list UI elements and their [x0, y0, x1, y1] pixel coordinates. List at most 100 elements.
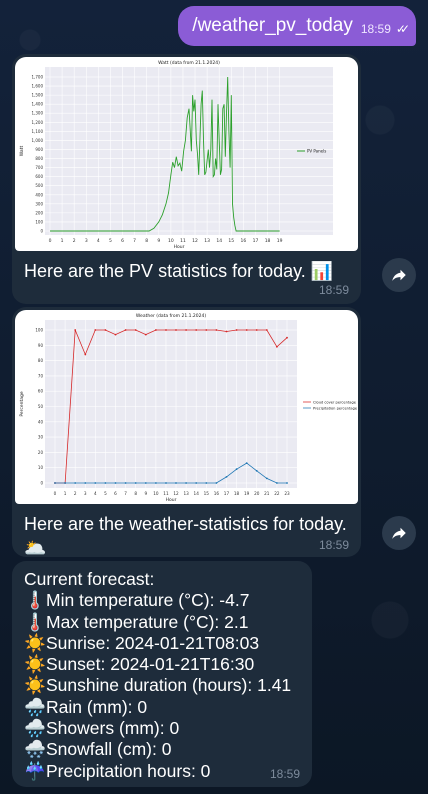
x-tick-label: 3 — [84, 491, 87, 496]
x-tick-label: 10 — [153, 491, 159, 496]
pv-chart: Watt (data from 21.1.2024)01002003004005… — [19, 60, 333, 250]
data-point — [155, 482, 157, 484]
x-tick-label: 1 — [64, 491, 67, 496]
x-tick-label: 19 — [244, 491, 250, 496]
x-tick-label: 12 — [192, 238, 198, 244]
data-point — [124, 482, 127, 484]
y-tick-label: 1,200 — [32, 120, 44, 125]
data-point — [175, 329, 177, 331]
y-tick-label: 900 — [35, 147, 43, 152]
pv-chart-image[interactable]: Watt (data from 21.1.2024) 0 100 200 300 400 5… — [15, 57, 358, 251]
x-tick-label: 17 — [253, 238, 259, 244]
x-tick-label: 6 — [114, 491, 117, 496]
forecast-line: ☀️Sunrise: 2024-01-21T08:03 — [24, 633, 291, 654]
outgoing-message-text: /weather_pv_today — [192, 15, 353, 36]
data-point — [225, 476, 228, 478]
forecast-line-text: Showers (mm): 0 — [46, 718, 180, 739]
y-tick-label: 600 — [35, 174, 43, 179]
x-tick-label: 14 — [216, 238, 222, 244]
weather-message[interactable]: Weather (data from 21.1.2024) 0 10 20 30 40 50… — [12, 307, 361, 558]
outgoing-message-time: 18:59 — [360, 22, 391, 36]
pv-message[interactable]: Watt (data from 21.1.2024) 0 100 200 300 400 5… — [12, 54, 361, 304]
data-point — [124, 329, 127, 331]
x-tick-label: 18 — [265, 238, 271, 244]
data-point — [175, 482, 177, 484]
data-point — [185, 329, 188, 331]
forecast-emoji-icon: ☀️ — [24, 632, 46, 653]
forecast-line-text: Current forecast: — [24, 569, 155, 589]
data-point — [195, 329, 198, 331]
x-tick-label: 9 — [144, 491, 147, 496]
double-check-icon: ✓✓ — [395, 22, 410, 36]
forecast-line: ☀️Sunset: 2024-01-21T16:30 — [24, 654, 291, 675]
forecast-line-text: Sunrise: 2024-01-21T08:03 — [46, 632, 260, 653]
forecast-line: 🌧️Showers (mm): 0 — [24, 718, 291, 739]
data-point — [84, 482, 87, 484]
x-tick-label: 0 — [54, 491, 57, 496]
y-tick-label: 700 — [35, 165, 43, 170]
y-tick-label: 1,100 — [32, 129, 44, 134]
x-tick-label: 17 — [224, 491, 230, 496]
data-point — [215, 329, 218, 331]
weather-chart-image[interactable]: Weather (data from 21.1.2024) 0 10 20 30 40 50… — [15, 310, 358, 504]
y-tick-label: 100 — [35, 219, 43, 224]
data-point — [265, 329, 268, 331]
plot-area — [45, 320, 297, 488]
weather-share-button[interactable] — [382, 516, 416, 550]
outgoing-message[interactable]: /weather_pv_today 18:59 ✓✓ — [178, 6, 416, 46]
x-tick-label: 5 — [104, 491, 107, 496]
x-tick-label: 21 — [264, 491, 270, 496]
x-tick-label: 7 — [124, 491, 127, 496]
y-tick-label: 1,400 — [32, 102, 44, 107]
x-tick-label: 0 — [49, 238, 52, 244]
forecast-line-text: Rain (mm): 0 — [46, 696, 148, 717]
x-tick-label: 9 — [157, 238, 160, 244]
y-tick-label: 1,500 — [32, 93, 44, 98]
x-tick-label: 7 — [133, 238, 136, 244]
data-point — [74, 482, 77, 484]
data-point — [245, 462, 248, 464]
data-point — [235, 329, 238, 331]
data-point — [144, 333, 147, 336]
forecast-line-text: Precipitation hours: 0 — [46, 760, 211, 781]
y-tick-label: 30 — [38, 435, 44, 440]
data-point — [255, 329, 258, 331]
forecast-line: ☀️Sunshine duration (hours): 1.41 — [24, 675, 291, 696]
pv-series-line — [50, 76, 280, 232]
forecast-emoji-icon: 🌧️ — [24, 718, 46, 739]
forecast-line-text: Sunshine duration (hours): 1.41 — [46, 675, 292, 696]
x-axis-label: Hour — [174, 244, 185, 250]
x-tick-label: 18 — [234, 491, 240, 496]
x-tick-label: 10 — [168, 238, 174, 244]
y-tick-label: 100 — [35, 328, 43, 333]
data-point — [74, 329, 77, 331]
data-point — [134, 482, 137, 484]
forecast-emoji-icon: ☀️ — [24, 675, 46, 696]
x-tick-label: 11 — [163, 491, 169, 496]
data-point — [144, 482, 147, 484]
data-point — [84, 353, 87, 356]
data-point — [134, 329, 137, 331]
weather-series-line — [55, 462, 287, 484]
y-axis-label: Percentage — [19, 391, 25, 417]
forecast-line-text: Sunset: 2024-01-21T16:30 — [46, 654, 255, 675]
forecast-message[interactable]: Current forecast: 🌡️Min temperature (°C):… — [12, 561, 312, 787]
share-arrow-icon — [392, 527, 406, 539]
forecast-line: Current forecast: — [24, 569, 291, 590]
x-tick-label: 6 — [121, 238, 124, 244]
data-point — [64, 482, 66, 484]
x-tick-label: 15 — [228, 238, 234, 244]
share-arrow-icon — [392, 269, 406, 281]
weather-message-time: 18:59 — [318, 538, 349, 552]
y-tick-label: 500 — [35, 183, 43, 188]
data-point — [165, 329, 167, 331]
forecast-line-text: Min temperature (°C): -4.7 — [46, 590, 250, 611]
data-point — [286, 482, 288, 484]
data-point — [276, 482, 278, 484]
y-tick-label: 70 — [38, 373, 44, 378]
pv-share-button[interactable] — [382, 258, 416, 292]
y-tick-label: 60 — [38, 389, 44, 394]
x-tick-label: 23 — [284, 491, 290, 496]
y-tick-label: 1,700 — [32, 75, 44, 80]
data-point — [265, 477, 268, 480]
